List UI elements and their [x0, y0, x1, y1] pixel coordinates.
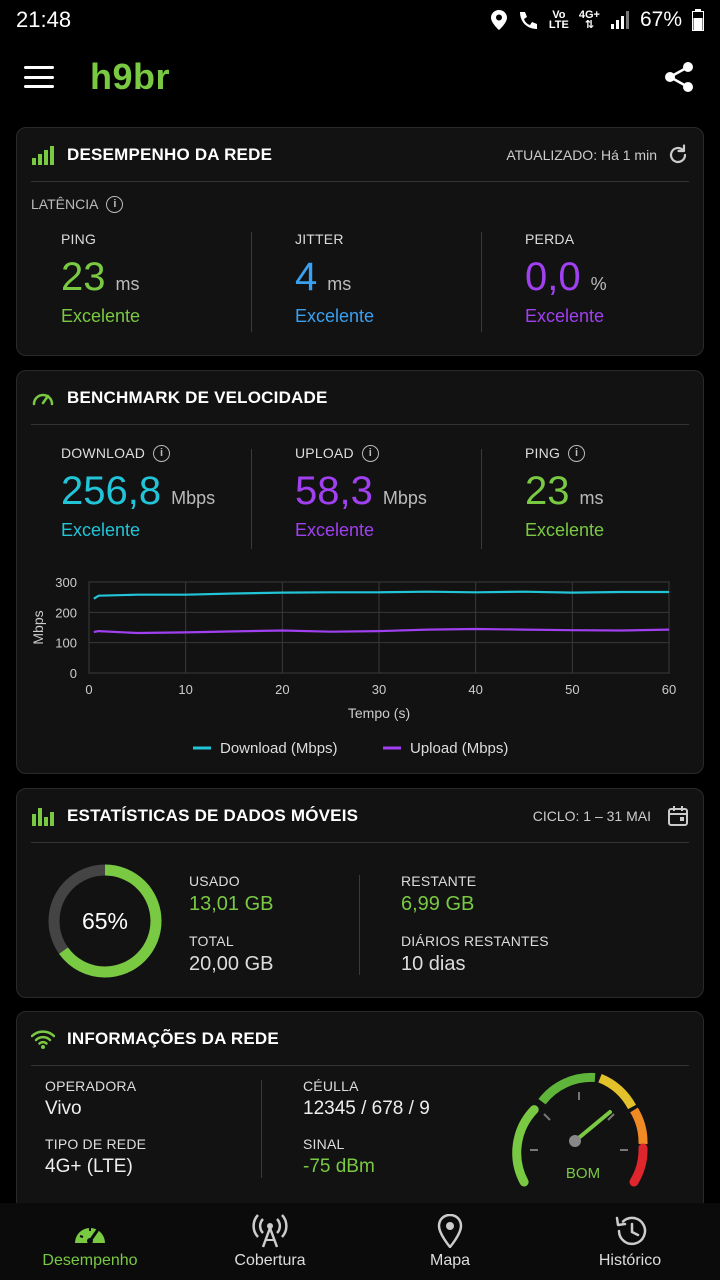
series-line-download: [93, 590, 669, 600]
signal-gauge: BOM: [512, 1072, 648, 1187]
download-value: 256,8: [61, 469, 162, 513]
nav-item-map[interactable]: Mapa: [360, 1203, 540, 1280]
days-remaining-stat: DIÁRIOS RESTANTES 10 dias: [401, 933, 549, 975]
y-tick-label: 100: [55, 636, 77, 651]
speedometer-icon: [32, 393, 54, 405]
remaining-stat: RESTANTE 6,99 GB: [401, 873, 477, 915]
ping-rating: Excelente: [61, 306, 141, 326]
used-stat: USADO 13,01 GB: [189, 873, 274, 915]
x-tick-label: 50: [565, 682, 579, 697]
operator-info: OPERADORA Vivo: [45, 1078, 137, 1119]
status-time: 21:48: [16, 7, 72, 32]
benchmark-ping-rating: Excelente: [525, 520, 605, 540]
battery-percent: 67%: [639, 8, 682, 31]
signal-icon: [610, 11, 629, 29]
info-icon[interactable]: i: [361, 445, 379, 463]
loss-metric: PERDA 0,0% Excelente: [525, 231, 607, 326]
speed-benchmark-card: BENCHMARK DE VELOCIDADE DOWNLOAD i 256,8 M…: [16, 370, 704, 774]
billing-cycle: CICLO: 1 – 31 MAI: [532, 807, 651, 824]
app-logo: h9br: [90, 56, 171, 97]
card-title: DESEMPENHO DA REDE: [67, 144, 273, 164]
total-stat: TOTAL 20,00 GB: [189, 933, 274, 975]
card-title: INFORMAÇÕES DA REDE: [67, 1028, 279, 1048]
bar-chart-icon: [32, 807, 54, 826]
battery-icon: [692, 9, 704, 31]
y-axis-label: Mbps: [30, 610, 46, 644]
refresh-icon[interactable]: [667, 143, 689, 166]
benchmark-ping-value: 23: [525, 469, 570, 513]
x-tick-label: 60: [662, 682, 676, 697]
legend-label: Upload (Mbps): [410, 740, 508, 757]
jitter-rating: Excelente: [295, 306, 375, 326]
signal-bars-icon: [32, 145, 54, 165]
cell-info: CÉULLA 12345 / 678 / 9: [303, 1078, 430, 1119]
updated-label: ATUALIZADO: Há 1 min: [506, 146, 657, 163]
x-tick-label: 30: [372, 682, 386, 697]
download-rating: Excelente: [61, 520, 141, 540]
nav-item-performance[interactable]: Desempenho: [0, 1203, 180, 1280]
download-metric: DOWNLOAD i 256,8 Mbps Excelente: [61, 445, 216, 540]
x-tick-label: 10: [178, 682, 192, 697]
usage-donut: 65%: [48, 864, 162, 978]
history-icon: [615, 1216, 647, 1245]
info-icon[interactable]: i: [106, 196, 124, 214]
volte-indicator: Vo LTE: [548, 9, 569, 31]
upload-value: 58,3: [295, 469, 373, 513]
network-info-card: INFORMAÇÕES DA REDE OPERADORA Vivo TIPO …: [16, 1011, 704, 1211]
wifi-icon: [31, 1029, 55, 1049]
nav-item-history[interactable]: Histórico: [540, 1203, 720, 1280]
x-tick-label: 20: [275, 682, 289, 697]
map-pin-icon: [437, 1213, 463, 1248]
y-tick-label: 0: [70, 666, 77, 681]
latency-section-label: LATÊNCIA i: [31, 196, 124, 214]
loss-rating: Excelente: [525, 306, 605, 326]
location-icon: [490, 10, 507, 30]
x-axis-label: Tempo (s): [348, 705, 410, 721]
series-line-upload: [93, 627, 670, 635]
loss-value: 0,0: [525, 255, 581, 299]
card-title: BENCHMARK DE VELOCIDADE: [67, 387, 328, 407]
legend-label: Download (Mbps): [220, 740, 338, 757]
x-tick-label: 40: [468, 682, 482, 697]
bottom-navigation: Desempenho Cobertura Mapa Histórico: [0, 1203, 720, 1280]
network-type-info: TIPO DE REDE 4G+ (LTE): [45, 1136, 147, 1177]
card-title: ESTATÍSTICAS DE DADOS MÓVEIS: [67, 805, 359, 825]
calendar-icon[interactable]: [667, 805, 689, 827]
y-tick-label: 300: [55, 575, 77, 590]
signal-info: SINAL -75 dBm: [303, 1136, 375, 1177]
share-icon[interactable]: [662, 60, 696, 94]
speedometer-icon: [75, 1227, 105, 1244]
ping-value: 23: [61, 255, 106, 299]
x-tick-label: 0: [85, 682, 92, 697]
nav-item-coverage[interactable]: Cobertura: [180, 1203, 360, 1280]
app-bar: h9br: [0, 48, 720, 106]
info-icon[interactable]: i: [568, 445, 586, 463]
ping-metric: PING 23 ms Excelente: [61, 231, 141, 326]
jitter-metric: JITTER 4 ms Excelente: [295, 231, 375, 326]
mobile-data-card: ESTATÍSTICAS DE DADOS MÓVEIS CICLO: 1 – …: [16, 788, 704, 998]
antenna-icon: [252, 1213, 288, 1247]
speed-chart: 0 100 200 300 0 10 20 30 40 50 60 Tempo (s) Mbps Down…: [30, 575, 676, 757]
benchmark-ping-metric: PING i 23 ms Excelente: [525, 445, 605, 540]
menu-icon[interactable]: [24, 66, 54, 88]
gauge-label: BOM: [566, 1165, 600, 1182]
upload-metric: UPLOAD i 58,3 Mbps Excelente: [295, 445, 427, 540]
y-tick-label: 200: [55, 605, 77, 620]
jitter-value: 4: [295, 255, 318, 299]
network-performance-card: DESEMPENHO DA REDE ATUALIZADO: Há 1 min …: [16, 127, 704, 356]
network-type-indicator: 4G+ ⇅: [578, 9, 600, 31]
info-icon[interactable]: i: [153, 445, 171, 463]
usage-percent: 65%: [82, 908, 128, 934]
status-bar: 21:48 Vo LTE 4G+ ⇅ 67%: [0, 0, 720, 40]
upload-rating: Excelente: [295, 520, 375, 540]
wifi-calling-icon: [519, 12, 537, 29]
